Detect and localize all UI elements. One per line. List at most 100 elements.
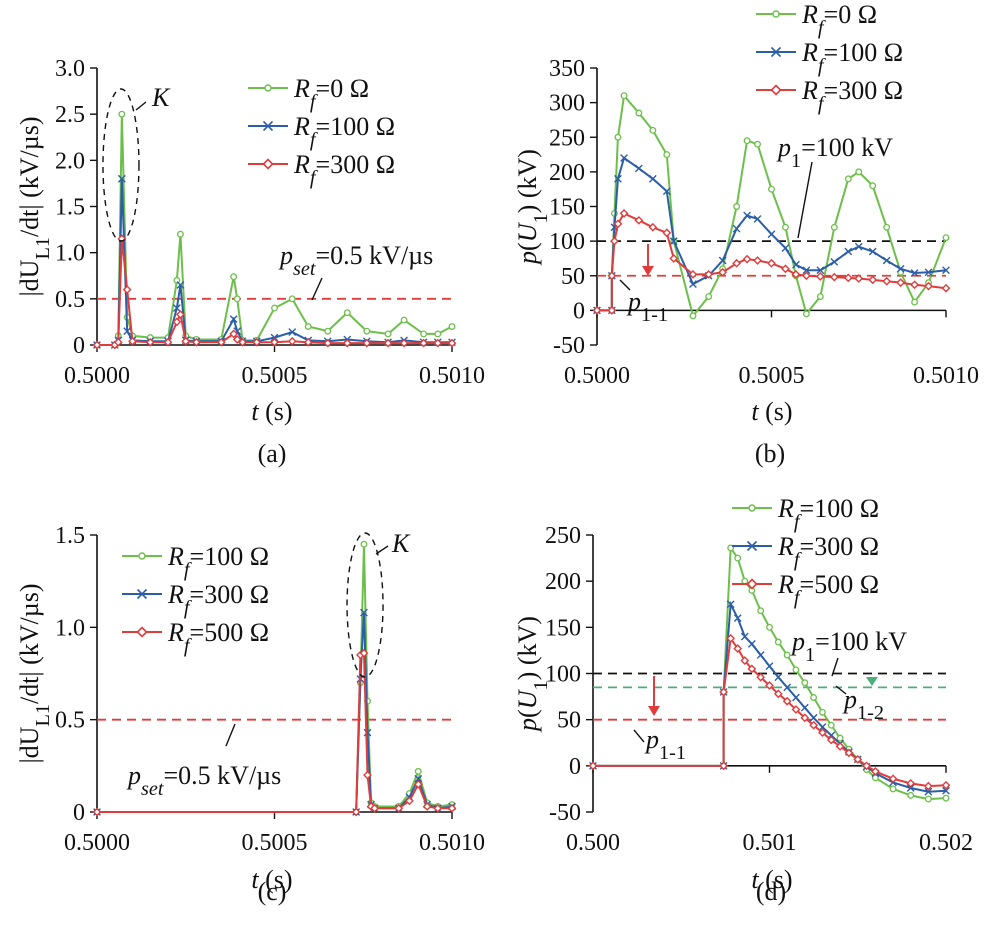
y-tick-label: 0 <box>569 754 581 780</box>
data-point <box>726 600 735 609</box>
data-point <box>906 784 915 792</box>
legend-label: Rf=100 Ω <box>293 112 395 151</box>
data-point <box>783 683 792 692</box>
data-point <box>942 786 950 795</box>
x-axis-label: t (s) <box>751 397 792 426</box>
legend-label: Rf=500 Ω <box>167 618 269 657</box>
data-point <box>882 276 892 286</box>
annotation-leader <box>225 723 236 747</box>
legend-label: Rf=300 Ω <box>167 580 269 619</box>
data-point <box>238 337 247 347</box>
data-point <box>871 766 880 776</box>
y-tick-label: 100 <box>549 229 585 255</box>
data-point <box>782 223 789 231</box>
data-point <box>911 298 919 306</box>
y-tick-label: 50 <box>561 264 585 290</box>
y-tick-label: 0 <box>573 298 585 324</box>
x-tick-label: 0.5000 <box>64 363 130 389</box>
data-point <box>620 92 628 100</box>
data-point <box>792 260 800 269</box>
data-point <box>343 309 351 317</box>
data-point <box>791 705 801 714</box>
data-point <box>774 673 783 682</box>
y-tick-label: 250 <box>545 523 581 549</box>
data-point <box>229 315 238 324</box>
data-point <box>324 327 332 335</box>
data-point <box>869 182 877 190</box>
x-tick-label: 0.5005 <box>739 363 805 389</box>
data-point <box>718 256 727 265</box>
data-point <box>304 323 312 330</box>
data-point <box>704 269 714 279</box>
data-point <box>359 648 369 658</box>
data-point <box>941 283 951 293</box>
data-point <box>399 338 409 348</box>
data-point <box>732 258 741 268</box>
data-point <box>383 338 393 348</box>
y-tick-label: 0 <box>73 333 85 359</box>
threshold-label: pset=0.5 kV/µs <box>126 761 281 800</box>
data-point <box>802 310 810 318</box>
drop-arrow-head <box>648 706 660 716</box>
data-point <box>733 203 741 210</box>
series-line-1 <box>597 93 947 319</box>
data-point <box>923 781 933 791</box>
data-point <box>753 215 762 223</box>
data-point <box>818 728 827 737</box>
data-point <box>756 672 766 682</box>
data-point <box>924 281 933 291</box>
data-point <box>792 666 800 674</box>
data-point <box>800 703 809 712</box>
panel-caption: (a) <box>258 439 287 468</box>
data-point <box>802 266 811 275</box>
data-point <box>753 256 762 265</box>
data-point <box>360 540 368 548</box>
data-point <box>689 280 697 288</box>
legend-marker <box>264 84 272 92</box>
y-axis-label: |dUL1/dt| (kV/µs) <box>15 116 54 296</box>
data-point <box>176 230 184 238</box>
legend-marker <box>138 552 146 560</box>
legend-marker <box>772 10 780 18</box>
y-tick-label: 200 <box>549 160 585 186</box>
data-point <box>614 133 622 141</box>
data-point <box>303 337 313 347</box>
chart-panel-4: -50 0 50 100 150 200 250 0.500 0.501 0.502 Rf=100 … <box>513 494 973 906</box>
data-point <box>809 720 819 730</box>
data-point <box>176 281 185 289</box>
data-point <box>270 337 279 347</box>
data-point <box>742 254 752 264</box>
data-point <box>768 185 775 193</box>
peak-ellipse-k <box>102 88 140 242</box>
legend-label: Rf=0 Ω <box>801 0 877 39</box>
data-point <box>422 802 432 811</box>
data-point <box>323 338 333 348</box>
data-point <box>924 787 933 796</box>
data-point <box>766 623 773 631</box>
data-point <box>122 285 132 294</box>
data-point <box>868 247 877 256</box>
data-point <box>809 713 818 722</box>
data-point <box>829 272 839 282</box>
data-point <box>400 316 408 324</box>
x-axis-label: t (s) <box>751 865 792 894</box>
data-point <box>92 340 102 350</box>
chart-panel-3: 0 0.5 1.0 1.5 0.5000 0.5005 0.5010 Rf=100 ΩRf=3… <box>15 523 485 906</box>
data-point <box>145 337 155 347</box>
data-point <box>288 295 296 303</box>
x-tick-label: 0.5010 <box>419 830 485 856</box>
data-point <box>941 780 951 790</box>
data-point <box>765 662 774 671</box>
annotation-leader <box>311 277 323 301</box>
y-tick-label: 1.0 <box>55 241 85 267</box>
annotation-leader <box>619 279 631 291</box>
peak-ellipse-k <box>346 532 384 678</box>
data-point <box>176 310 185 319</box>
data-point <box>942 234 950 242</box>
data-point <box>172 317 182 327</box>
drop-arrow-head <box>642 266 654 276</box>
annotation-leader <box>797 161 813 239</box>
legend-label: Rf=300 Ω <box>801 76 903 115</box>
data-point <box>192 337 201 347</box>
